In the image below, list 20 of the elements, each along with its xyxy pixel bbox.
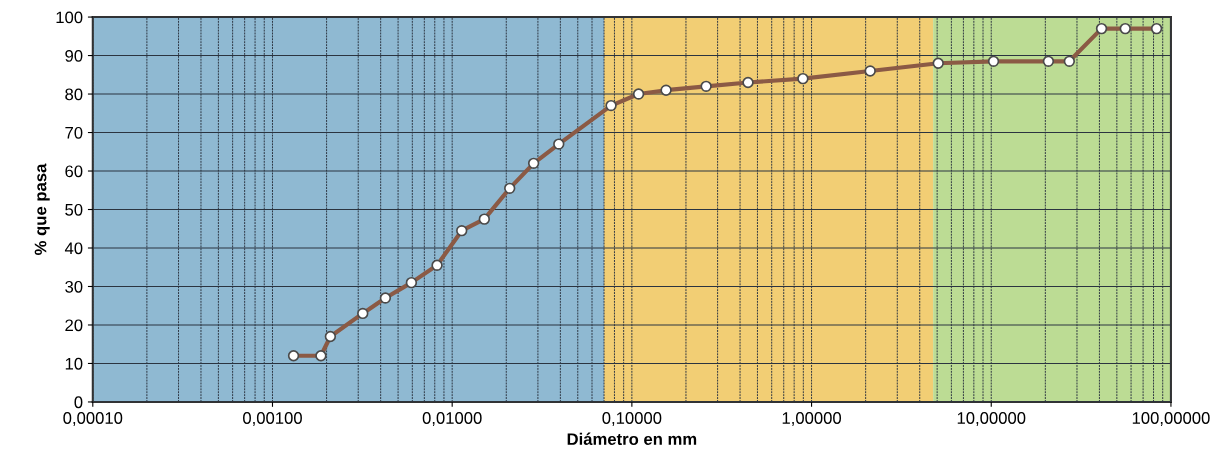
y-tick-label: 0: [74, 396, 83, 409]
x-tick-label: 0,10000: [602, 412, 662, 426]
x-tick-label: 10,00000: [957, 412, 1026, 426]
x-tick-label: 100,00000: [1132, 412, 1210, 426]
y-tick-label: 90: [65, 49, 83, 62]
y-tick-label: 80: [65, 88, 83, 101]
y-tick-label: 10: [65, 357, 83, 370]
x-tick-label: 1,00000: [782, 412, 842, 426]
y-tick-label: 100: [56, 11, 83, 24]
y-tick-label: 60: [65, 165, 83, 178]
y-tick-label: 70: [65, 126, 83, 139]
y-axis-title: % que pasa: [34, 163, 50, 255]
x-tick-label: 0,00100: [243, 412, 302, 426]
y-tick-label: 30: [65, 280, 83, 293]
x-axis-title: Diámetro en mm: [567, 432, 697, 446]
x-tick-label: 0,01000: [422, 412, 482, 426]
y-tick-label: 50: [65, 203, 83, 216]
x-tick-label: 0,00010: [63, 412, 123, 426]
y-tick-label: 20: [65, 319, 83, 332]
y-tick-label: 40: [64, 242, 83, 255]
